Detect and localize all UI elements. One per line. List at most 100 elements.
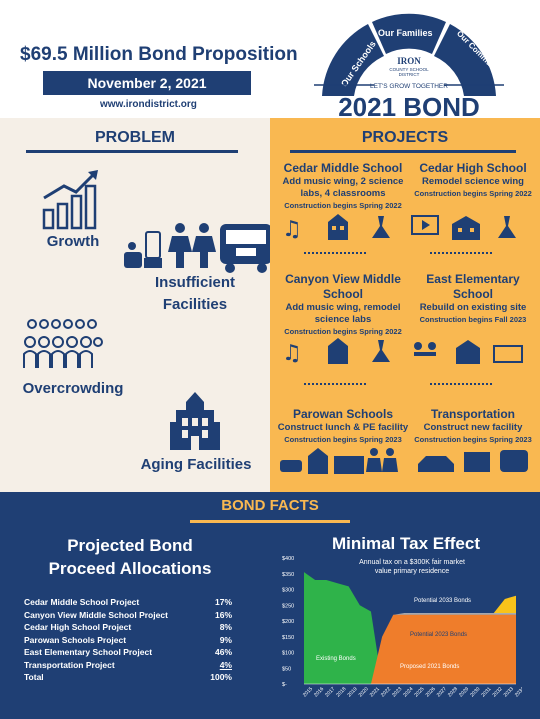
allocation-title-line2: Proceed Allocations bbox=[48, 559, 212, 578]
projects-rule bbox=[290, 150, 516, 153]
allocation-label: Transportation Project bbox=[24, 659, 115, 670]
x-tick-label: 2017 bbox=[324, 686, 336, 698]
x-tick-label: 2034 bbox=[514, 686, 522, 698]
x-tick-label: 2016 bbox=[313, 686, 325, 698]
project-cedar-high: Cedar High School Remodel science wing C… bbox=[410, 161, 536, 199]
project-parowan: Parowan Schools Construct lunch & PE fac… bbox=[276, 407, 410, 445]
project-name: Transportation bbox=[430, 407, 515, 421]
allocation-row: Cedar High School Project 8% bbox=[24, 621, 232, 634]
allocation-title-line1: Projected Bond bbox=[67, 536, 193, 555]
logo-district-sub2: DISTRICT bbox=[399, 72, 420, 77]
website-link[interactable]: www.irondistrict.org bbox=[100, 99, 197, 110]
x-tick-label: 2030 bbox=[469, 686, 481, 698]
election-date: November 2, 2021 bbox=[43, 71, 251, 95]
crowd-icon bbox=[23, 319, 103, 368]
bond-title: $69.5 Million Bond Proposition bbox=[20, 44, 298, 65]
problem-growth: Growth bbox=[46, 233, 100, 250]
allocation-row: Canyon View Middle School Project 16% bbox=[24, 609, 232, 622]
problem-insufficient-facilities: Insufficient Facilities bbox=[154, 274, 235, 313]
aging-school-icon bbox=[170, 392, 220, 450]
allocation-value: 4% bbox=[219, 659, 232, 670]
tax-subtitle-line1: Annual tax on a $300K fair market bbox=[359, 559, 465, 566]
divider-dots bbox=[430, 252, 492, 254]
project-desc: Construct lunch & PE facility bbox=[277, 422, 409, 433]
project-desc: Add music wing, 2 science labs, 4 classr… bbox=[282, 176, 404, 199]
x-tick-label: 2032 bbox=[492, 686, 504, 698]
project-canyon-view: Canyon View Middle School Add music wing… bbox=[276, 272, 410, 337]
project-desc: Add music wing, remodel science labs bbox=[285, 302, 401, 325]
project-name: East Elementary School bbox=[426, 272, 520, 301]
project-construction: Construction begins Spring 2023 bbox=[414, 435, 532, 444]
bond-facts-rule bbox=[190, 520, 350, 523]
x-tick-label: 2027 bbox=[436, 686, 448, 698]
tax-effect-subtitle: Annual tax on a $300K fair market value … bbox=[334, 558, 490, 576]
logo-text-our-families: Our Families bbox=[378, 28, 433, 38]
header: $69.5 Million Bond Proposition November … bbox=[0, 0, 540, 120]
project-name: Cedar High School bbox=[419, 161, 527, 175]
tax-effect-title: Minimal Tax Effect bbox=[332, 534, 480, 553]
x-tick-label: 2026 bbox=[425, 686, 437, 698]
label-proposed-2021-bonds: Proposed 2021 Bonds bbox=[400, 664, 459, 670]
allocation-label: Cedar Middle School Project bbox=[24, 597, 140, 607]
x-tick-label: 2023 bbox=[391, 686, 403, 698]
projects-heading: PROJECTS bbox=[361, 129, 449, 146]
allocation-row: Cedar Middle School Project 17% bbox=[24, 596, 232, 609]
project-name: Canyon View Middle School bbox=[285, 272, 401, 301]
music-school-science-icons: ♫ bbox=[282, 214, 516, 242]
y-tick-label: $300 bbox=[282, 588, 294, 594]
allocation-label: Parowan Schools Project bbox=[24, 634, 127, 645]
x-tick-label: 2024 bbox=[402, 686, 414, 698]
x-tick-label: 2028 bbox=[447, 686, 459, 698]
allocation-value: 17% bbox=[214, 597, 232, 607]
label-potential-2033-bonds: Potential 2033 Bonds bbox=[414, 598, 471, 604]
allocation-label: Canyon View Middle School Project bbox=[24, 609, 168, 620]
project-name: Cedar Middle School bbox=[283, 161, 403, 175]
problem-section bbox=[0, 118, 270, 492]
logo-bond-label: 2021 BOND bbox=[338, 92, 480, 120]
x-tick-label: 2031 bbox=[480, 686, 492, 698]
y-tick-label: $250 bbox=[282, 603, 294, 609]
logo-arc-left bbox=[322, 24, 384, 96]
allocation-label: East Elementary School Project bbox=[24, 647, 153, 657]
allocation-row: Transportation Project 4% bbox=[24, 659, 232, 672]
project-construction: Construction begins Fall 2023 bbox=[419, 315, 527, 324]
y-tick-label: $- bbox=[282, 682, 287, 688]
y-tick-label: $200 bbox=[282, 619, 294, 625]
tax-subtitle-line2: value primary residence bbox=[374, 568, 450, 575]
x-tick-label: 2019 bbox=[347, 686, 359, 698]
logo-arc-right bbox=[434, 24, 496, 96]
allocation-title: Projected Bond Proceed Allocations bbox=[16, 534, 244, 580]
label-existing-bonds: Existing Bonds bbox=[316, 656, 356, 662]
label-potential-2023-bonds: Potential 2023 Bonds bbox=[410, 632, 467, 638]
project-construction: Construction begins Spring 2022 bbox=[414, 189, 532, 198]
allocation-row: East Elementary School Project 46% bbox=[24, 646, 232, 659]
x-tick-label: 2021 bbox=[369, 686, 381, 698]
divider-dots bbox=[430, 383, 492, 385]
logo-district-name: IRON bbox=[397, 56, 421, 66]
project-construction: Construction begins Spring 2023 bbox=[284, 435, 402, 444]
problem-heading: PROBLEM bbox=[95, 129, 175, 146]
canyon-east-icons: ♫ bbox=[282, 338, 523, 366]
allocation-value: 16% bbox=[214, 609, 232, 620]
allocation-table: Cedar Middle School Project 17% Canyon Vi… bbox=[24, 596, 232, 684]
divider-dots bbox=[304, 383, 366, 385]
allocation-value: 8% bbox=[219, 622, 232, 632]
problem-aging-facilities: Aging Facilities bbox=[140, 456, 252, 473]
x-tick-label: 2033 bbox=[503, 686, 515, 698]
allocation-value: 100% bbox=[210, 672, 232, 682]
y-tick-label: $150 bbox=[282, 635, 294, 641]
logo-tagline: LET'S GROW TOGETHER bbox=[370, 83, 448, 90]
allocation-value: 9% bbox=[219, 634, 232, 645]
projects-section bbox=[270, 118, 540, 492]
project-name: Parowan Schools bbox=[292, 407, 394, 421]
project-construction: Construction begins Spring 2022 bbox=[284, 201, 402, 210]
x-tick-label: 2022 bbox=[380, 686, 392, 698]
y-tick-label: $50 bbox=[282, 666, 291, 672]
project-desc: Remodel science wing bbox=[422, 176, 524, 187]
allocation-total-row: Total 100% bbox=[24, 671, 232, 684]
allocation-label: Total bbox=[24, 672, 44, 682]
project-construction: Construction begins Spring 2022 bbox=[284, 327, 402, 336]
project-east-elementary: East Elementary School Rebuild on existi… bbox=[410, 272, 536, 325]
tax-effect-chart: $400$350$300$250$200$150$100$50$-2015 201… bbox=[282, 556, 522, 698]
allocation-row: Parowan Schools Project 9% bbox=[24, 634, 232, 647]
